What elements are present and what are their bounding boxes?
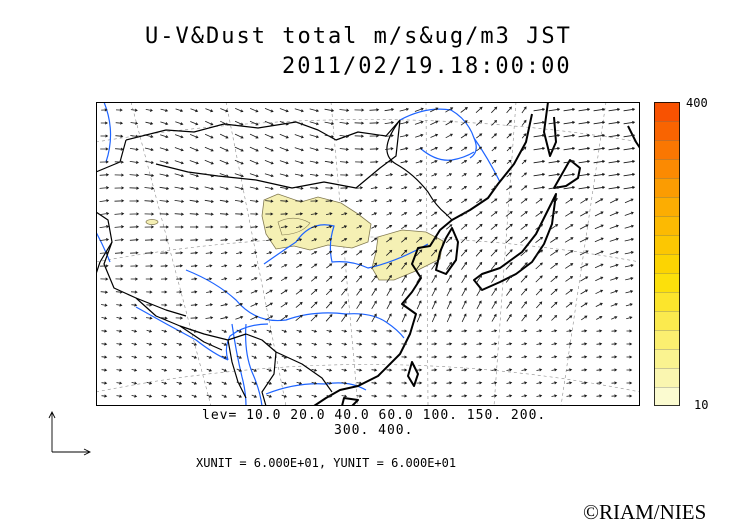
colorbar-cell (654, 348, 680, 369)
river-mekong (245, 323, 263, 406)
unit-vector-x-arrow (52, 448, 92, 456)
colorbar-cell (654, 177, 680, 198)
colorbar-cell (654, 234, 680, 255)
coast-sakhalin (543, 102, 557, 157)
contour-levels-line2: 300. 400. (334, 423, 414, 438)
coast-kamchatka-tip (627, 125, 640, 149)
border-mongolia-south (155, 119, 401, 189)
coast-japan-hokkaido (553, 159, 581, 189)
vector-units: XUNIT = 6.000E+01, YUNIT = 6.000E+01 (196, 456, 457, 470)
colorbar-min-label: 10 (694, 398, 709, 412)
map-panel (96, 102, 640, 406)
colorbar-cell (654, 158, 680, 179)
colorbar-cell (654, 196, 680, 217)
river-amur (399, 108, 477, 159)
river-songhua (419, 147, 475, 161)
colorbar-cell (654, 329, 680, 350)
contour-levels-line1: lev= 10.0 20.0 40.0 60.0 100. 150. 200. (202, 408, 547, 423)
wind-arrow-set (99, 106, 636, 398)
river-yellow (263, 224, 429, 269)
border-nepal (179, 325, 223, 351)
river-ussuri (473, 137, 501, 183)
border-kazakhstan (96, 139, 127, 173)
colorbar-max-label: 400 (686, 96, 708, 110)
wind-vectors (99, 106, 636, 398)
coast-taiwan (407, 361, 419, 387)
border-pakistan (96, 241, 113, 275)
colorbar-cell (654, 253, 680, 274)
river-ganges (135, 306, 229, 361)
border-indochina (275, 351, 333, 393)
colorbar-cell (654, 367, 680, 388)
colorbar-cell (654, 386, 680, 406)
border-manchuria (386, 119, 453, 221)
dust-area-north-china (261, 193, 372, 251)
coast-china (313, 113, 533, 406)
border-myanmar (245, 333, 277, 406)
border-west-china (96, 211, 187, 317)
river-yangtze (185, 269, 405, 339)
colorbar-cell (654, 215, 680, 236)
chart-datetime: 2011/02/19.18:00:00 (282, 54, 572, 79)
border-india-east (227, 339, 247, 399)
map-frame (96, 102, 640, 406)
dust-areas (145, 193, 444, 281)
colorbar (654, 102, 680, 406)
river-indus (96, 231, 111, 263)
coastlines (313, 102, 640, 406)
chart-title: U-V&Dust total m/s&ug/m3 JST (145, 24, 572, 49)
unit-vector-y-arrow (48, 410, 56, 452)
colorbar-cell (654, 102, 680, 122)
river-ob (103, 102, 112, 163)
coast-japan-honshu (473, 193, 557, 291)
colorbar-cell (654, 291, 680, 312)
coast-hainan (341, 397, 359, 406)
river-brahmaputra (225, 323, 269, 361)
dust-area-small (145, 219, 159, 225)
dust-area-inner-contour (277, 217, 311, 236)
unit-vector-key (48, 410, 92, 456)
coast-korea (435, 227, 459, 275)
colorbar-cell (654, 272, 680, 293)
credit-label: ©RIAM/NIES (583, 500, 707, 524)
colorbar-cell (654, 120, 680, 141)
colorbar-cell (654, 310, 680, 331)
colorbar-cell (654, 139, 680, 160)
